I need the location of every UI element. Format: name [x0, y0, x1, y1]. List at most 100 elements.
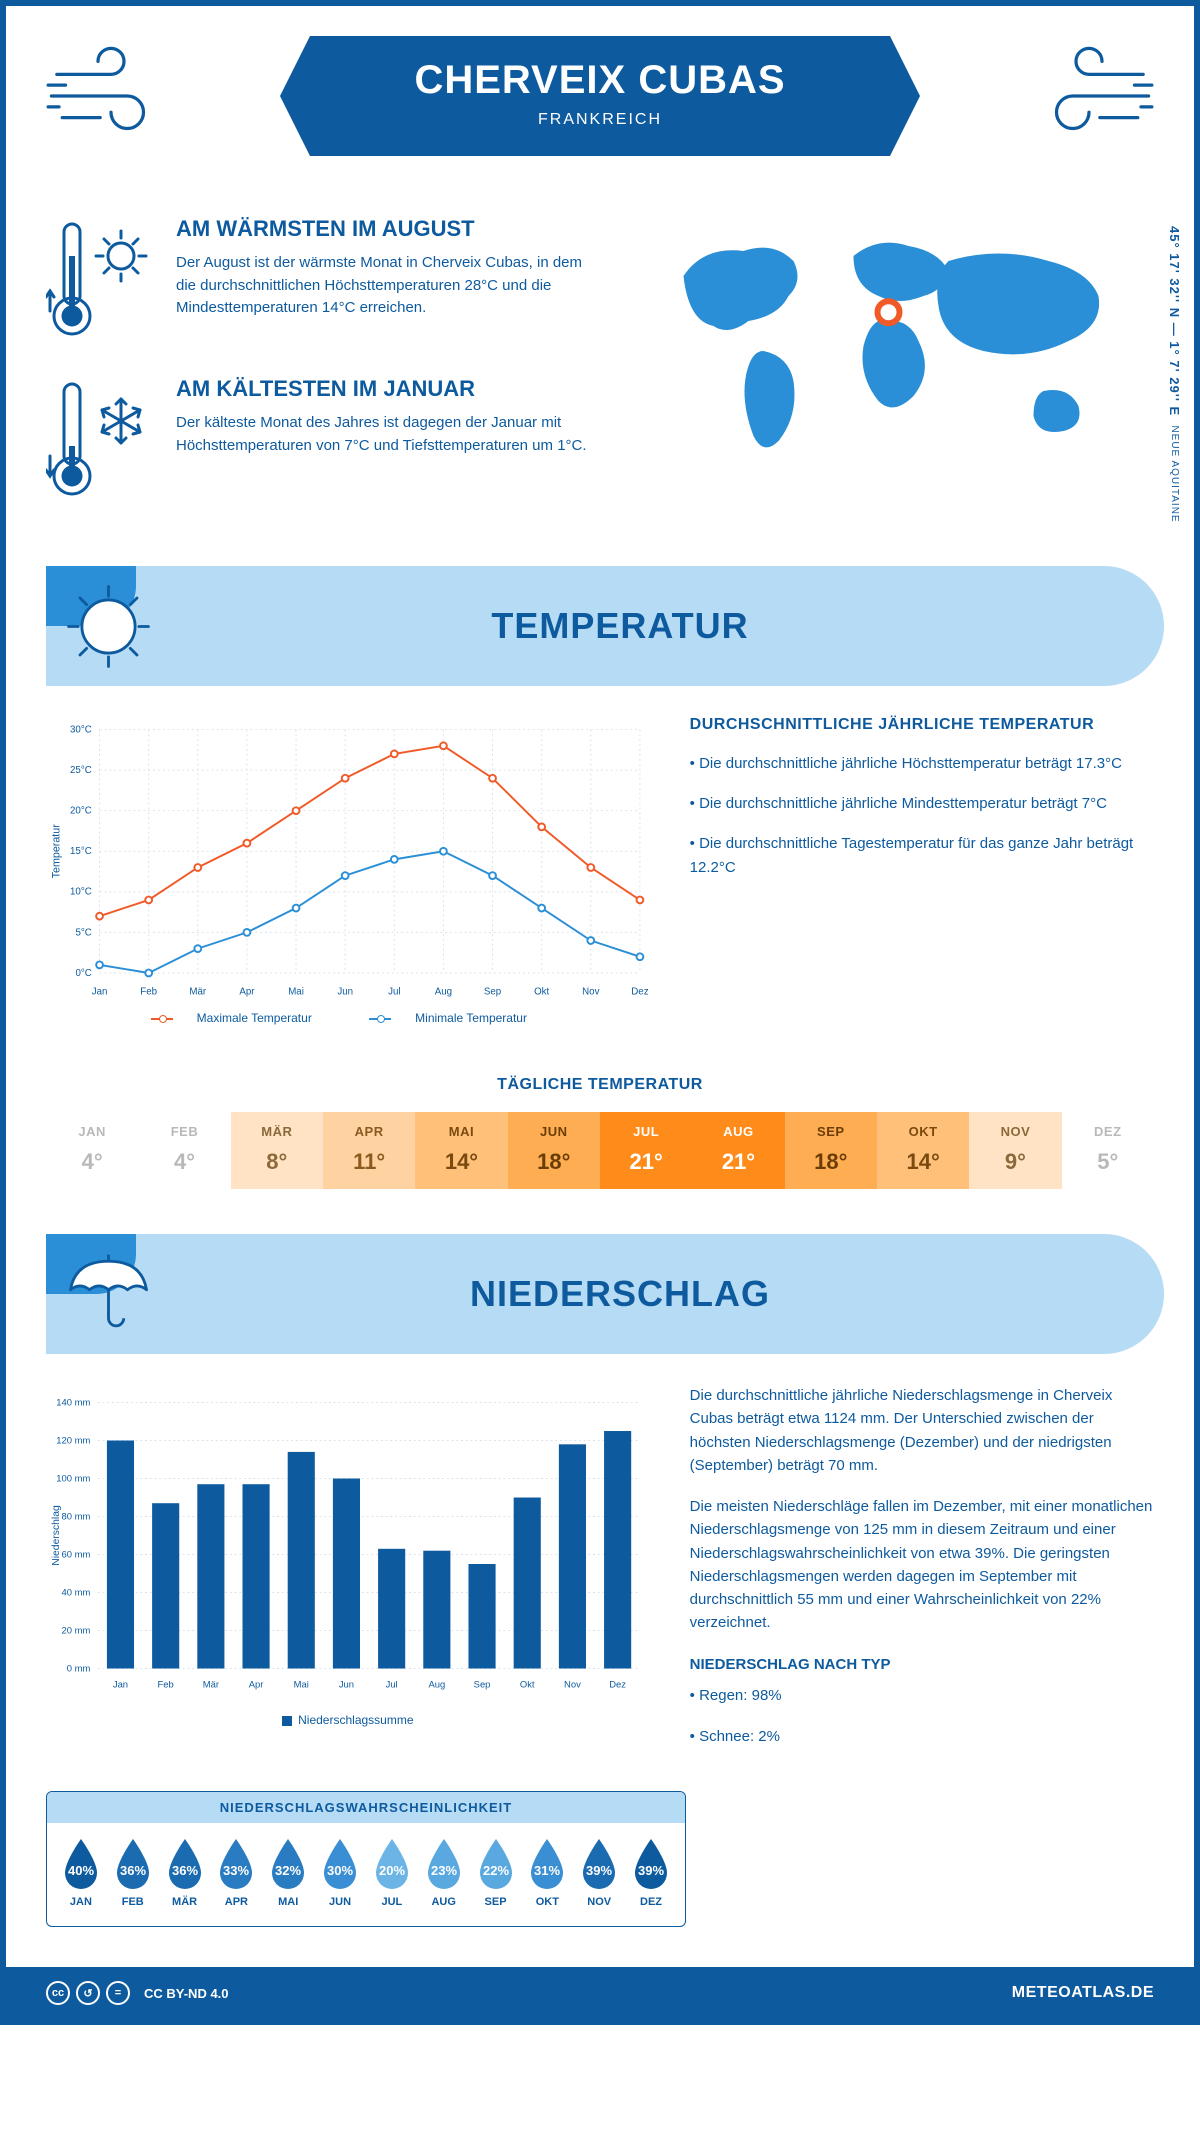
svg-text:40 mm: 40 mm	[62, 1586, 91, 1597]
svg-text:140 mm: 140 mm	[56, 1396, 90, 1407]
fact-cold-text: Der kälteste Monat des Jahres ist dagege…	[176, 412, 593, 457]
svg-text:39%: 39%	[586, 1863, 612, 1878]
svg-text:Temperatur: Temperatur	[51, 824, 63, 879]
temp-info-line: • Die durchschnittliche jährliche Höchst…	[690, 752, 1154, 776]
svg-text:10°C: 10°C	[70, 887, 92, 898]
svg-text:Sep: Sep	[484, 986, 501, 997]
license-text: CC BY-ND 4.0	[144, 1986, 229, 2001]
svg-text:Jan: Jan	[92, 986, 108, 997]
svg-text:Apr: Apr	[239, 986, 255, 997]
svg-text:Aug: Aug	[428, 1678, 445, 1689]
svg-text:Okt: Okt	[534, 986, 549, 997]
svg-text:20 mm: 20 mm	[62, 1624, 91, 1635]
svg-text:31%: 31%	[534, 1863, 560, 1878]
svg-text:Jan: Jan	[113, 1678, 128, 1689]
prob-drop: 36%FEB	[112, 1837, 154, 1908]
fact-cold-title: AM KÄLTESTEN IM JANUAR	[176, 376, 593, 402]
svg-text:Feb: Feb	[158, 1678, 174, 1689]
temp-info-line: • Die durchschnittliche Tagestemperatur …	[690, 832, 1154, 880]
title-ribbon: CHERVEIX CUBAS FRANKREICH	[310, 36, 890, 156]
section-banner-precip: NIEDERSCHLAG	[46, 1234, 1164, 1354]
world-map	[633, 216, 1154, 476]
footer: cc ↺ = CC BY-ND 4.0 METEOATLAS.DE	[6, 1967, 1194, 2019]
svg-text:80 mm: 80 mm	[62, 1510, 91, 1521]
prob-drop: 33%APR	[215, 1837, 257, 1908]
svg-text:Mär: Mär	[203, 1678, 219, 1689]
cc-icons: cc ↺ =	[46, 1981, 130, 2005]
prob-drop: 39%DEZ	[630, 1837, 672, 1908]
precip-bar-chart: 0 mm 20 mm 40 mm 60 mm 80 mm 100 mm 120 mm 140 …	[46, 1384, 650, 1766]
daily-cell: FEB4°	[138, 1112, 230, 1189]
fact-coldest: AM KÄLTESTEN IM JANUAR Der kälteste Mona…	[46, 376, 593, 506]
svg-text:20°C: 20°C	[70, 806, 92, 817]
svg-text:23%: 23%	[431, 1863, 457, 1878]
by-icon: ↺	[76, 1981, 100, 2005]
prob-drop: 40%JAN	[60, 1837, 102, 1908]
temperature-line-chart: 0°C5°C10°C15°C20°C25°C30°CJanFebMärAprMa…	[46, 716, 650, 1046]
precip-text-1: Die durchschnittliche jährliche Niedersc…	[690, 1384, 1154, 1477]
daily-temp-table: JAN4°FEB4°MÄR8°APR11°MAI14°JUN18°JUL21°A…	[46, 1112, 1154, 1189]
thermometer-hot-icon	[46, 216, 156, 346]
thermometer-cold-icon	[46, 376, 156, 506]
coordinates: 45° 17' 32'' N — 1° 7' 29'' E NEUE AQUIT…	[1167, 226, 1182, 523]
svg-text:33%: 33%	[223, 1863, 249, 1878]
temp-info-title: DURCHSCHNITTLICHE JÄHRLICHE TEMPERATUR	[690, 716, 1154, 734]
svg-text:Apr: Apr	[249, 1678, 264, 1689]
svg-text:Jul: Jul	[386, 1678, 398, 1689]
daily-cell: SEP18°	[785, 1112, 877, 1189]
svg-text:30°C: 30°C	[70, 724, 92, 735]
prob-drop: 23%AUG	[423, 1837, 465, 1908]
umbrella-icon	[61, 1247, 156, 1342]
precip-type-line: • Schnee: 2%	[690, 1725, 1154, 1748]
svg-text:Nov: Nov	[582, 986, 599, 997]
svg-text:Feb: Feb	[140, 986, 157, 997]
svg-text:0°C: 0°C	[75, 968, 91, 979]
site-name: METEOATLAS.DE	[1012, 1984, 1154, 2002]
svg-text:Aug: Aug	[435, 986, 452, 997]
wind-icon-right	[1024, 41, 1154, 151]
page-subtitle: FRANKREICH	[310, 111, 890, 129]
daily-cell: JUL21°	[600, 1112, 692, 1189]
cc-icon: cc	[46, 1981, 70, 2005]
precip-heading: NIEDERSCHLAG	[156, 1273, 1164, 1315]
svg-text:32%: 32%	[275, 1863, 301, 1878]
fact-warm-text: Der August ist der wärmste Monat in Cher…	[176, 252, 593, 320]
daily-cell: NOV9°	[969, 1112, 1061, 1189]
daily-temp-title: TÄGLICHE TEMPERATUR	[46, 1076, 1154, 1094]
svg-text:60 mm: 60 mm	[62, 1548, 91, 1559]
svg-text:120 mm: 120 mm	[56, 1434, 90, 1445]
svg-text:Jun: Jun	[339, 1678, 354, 1689]
prob-drop: 31%OKT	[526, 1837, 568, 1908]
svg-text:Mär: Mär	[189, 986, 207, 997]
precip-type-title: NIEDERSCHLAG NACH TYP	[690, 1653, 1154, 1676]
svg-text:40%: 40%	[68, 1863, 94, 1878]
sun-icon	[61, 579, 156, 674]
daily-cell: MÄR8°	[231, 1112, 323, 1189]
svg-text:20%: 20%	[379, 1863, 405, 1878]
precip-probability-box: NIEDERSCHLAGSWAHRSCHEINLICHKEIT 40%JAN36…	[46, 1791, 686, 1927]
daily-cell: OKT14°	[877, 1112, 969, 1189]
svg-text:Niederschlag: Niederschlag	[51, 1505, 62, 1566]
svg-text:0 mm: 0 mm	[67, 1662, 91, 1673]
prob-drop: 32%MAI	[267, 1837, 309, 1908]
svg-text:Nov: Nov	[564, 1678, 581, 1689]
daily-cell: AUG21°	[692, 1112, 784, 1189]
svg-text:5°C: 5°C	[75, 927, 91, 938]
svg-text:Sep: Sep	[474, 1678, 491, 1689]
svg-text:Mai: Mai	[288, 986, 304, 997]
precip-type-line: • Regen: 98%	[690, 1684, 1154, 1707]
svg-text:Mai: Mai	[294, 1678, 309, 1689]
svg-text:Jul: Jul	[388, 986, 400, 997]
svg-text:Dez: Dez	[609, 1678, 626, 1689]
svg-text:Okt: Okt	[520, 1678, 535, 1689]
svg-text:100 mm: 100 mm	[56, 1472, 90, 1483]
svg-text:39%: 39%	[638, 1863, 664, 1878]
svg-text:Jun: Jun	[337, 986, 353, 997]
header: CHERVEIX CUBAS FRANKREICH	[46, 6, 1154, 196]
nd-icon: =	[106, 1981, 130, 2005]
svg-text:Dez: Dez	[631, 986, 648, 997]
temperature-heading: TEMPERATUR	[156, 605, 1164, 647]
fact-warmest: AM WÄRMSTEN IM AUGUST Der August ist der…	[46, 216, 593, 346]
daily-cell: DEZ5°	[1062, 1112, 1154, 1189]
svg-text:36%: 36%	[172, 1863, 198, 1878]
